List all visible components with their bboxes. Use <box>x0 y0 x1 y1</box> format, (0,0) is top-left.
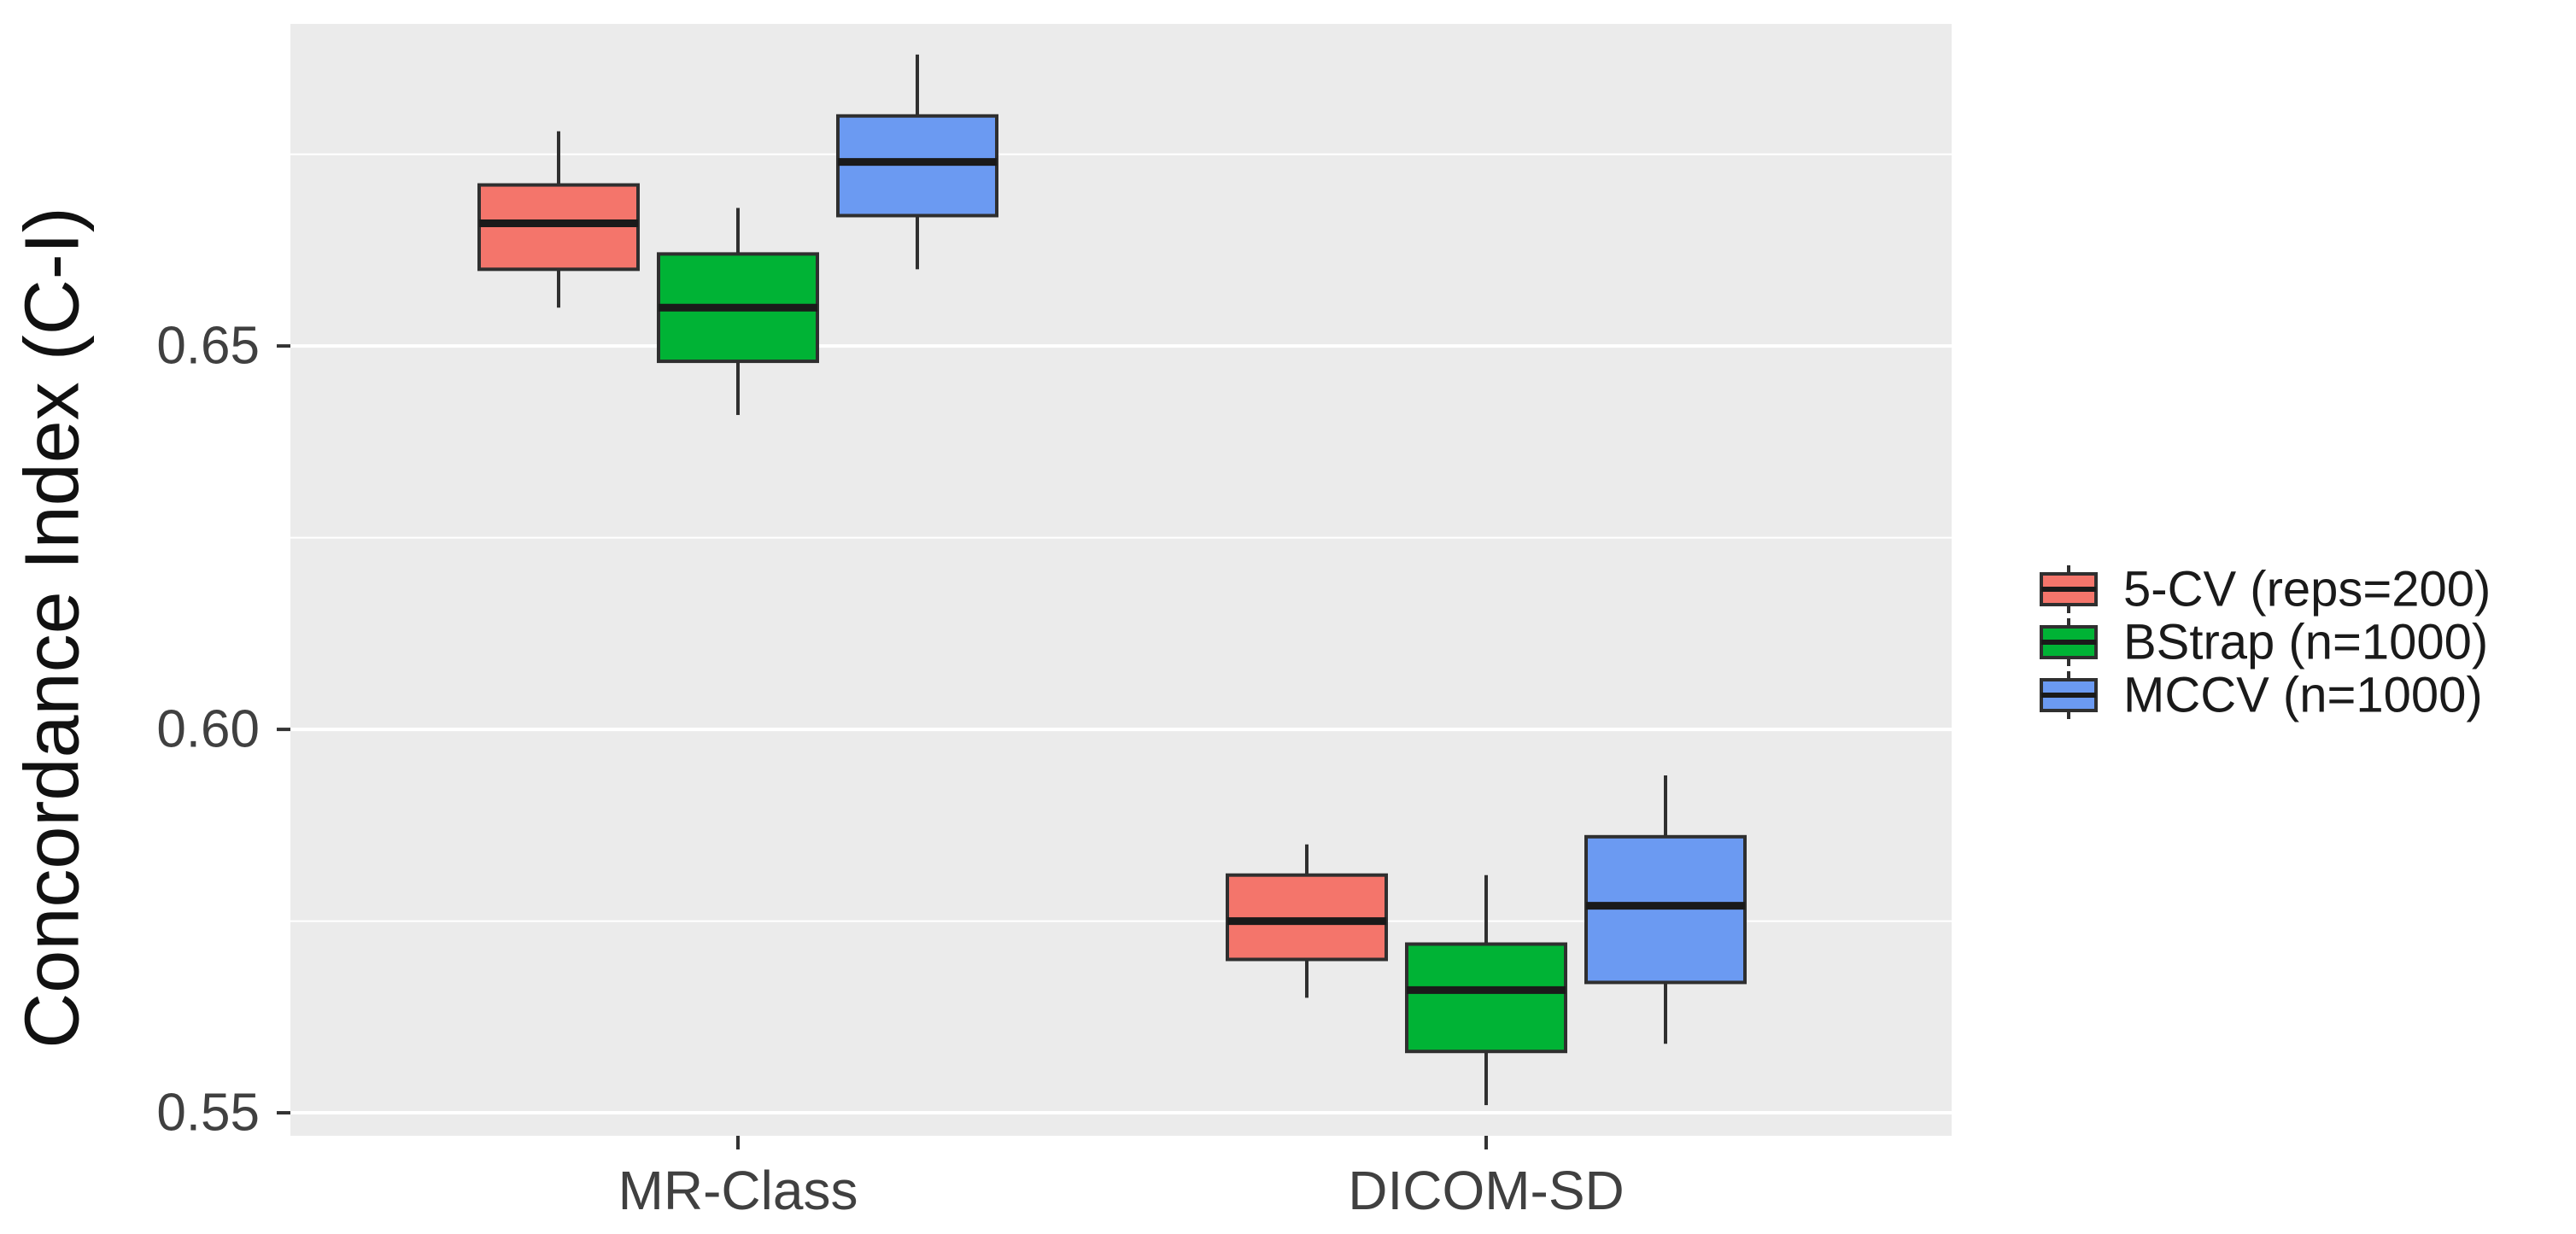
y-axis-title: Concordance Index (C-I) <box>9 207 96 1049</box>
y-tick-label: 0.55 <box>156 1084 260 1143</box>
boxplot-mccv-dicom-sd <box>1584 775 1747 1044</box>
y-tick-label: 0.60 <box>156 700 260 759</box>
legend-label: MCCV (n=1000) <box>2123 668 2483 723</box>
y-tick-label: 0.65 <box>156 317 260 376</box>
x-category-label: MR-Class <box>618 1160 858 1221</box>
boxplot-mccv-mr-class <box>836 54 998 270</box>
x-category-label: DICOM-SD <box>1348 1160 1625 1221</box>
legend-label: BStrap (n=1000) <box>2123 615 2488 670</box>
boxplot-5-cv-mr-class <box>477 131 640 308</box>
legend-item-2: BStrap (n=1000) <box>2040 615 2488 670</box>
legend-item-3: MCCV (n=1000) <box>2040 668 2483 723</box>
boxplot-5-cv-dicom-sd <box>1226 844 1388 998</box>
legend-item-1: 5-CV (reps=200) <box>2040 562 2491 617</box>
legend-label: 5-CV (reps=200) <box>2123 562 2491 617</box>
legend: 5-CV (reps=200)BStrap (n=1000)MCCV (n=10… <box>2040 562 2491 723</box>
iqr-box <box>1405 942 1567 1054</box>
boxplot-bstrap-mr-class <box>657 208 819 415</box>
boxplot-bstrap-dicom-sd <box>1405 874 1567 1106</box>
